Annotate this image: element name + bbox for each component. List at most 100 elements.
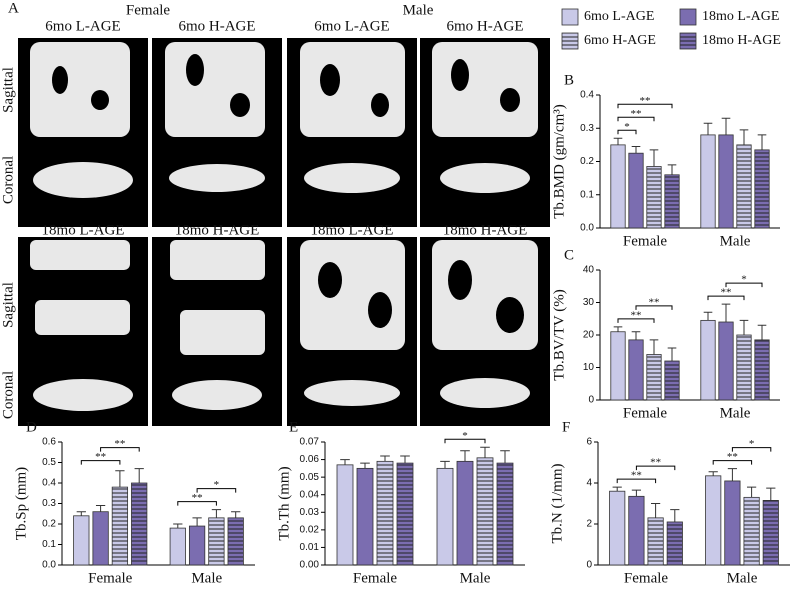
bar [724, 480, 741, 566]
error-bar [721, 303, 731, 322]
error-bar [173, 523, 183, 529]
error-bar [667, 347, 677, 361]
bar [743, 496, 760, 566]
error-bar [612, 486, 622, 492]
significance-bracket [707, 295, 745, 301]
y-tick-label: 0.00 [300, 560, 320, 571]
y-tick-label: 6 [586, 437, 592, 448]
panel-label: B [564, 72, 574, 88]
y-tick-label: 0.03 [300, 507, 320, 518]
bar [476, 457, 494, 566]
panel-label: C [564, 247, 574, 263]
panel-label: A [8, 0, 19, 16]
significance-bracket [617, 116, 655, 122]
y-tick-label: 0.1 [580, 189, 594, 200]
y-tick-label: 0.1 [42, 539, 56, 550]
significance-label: ** [721, 287, 732, 299]
y-tick-label: 0.0 [42, 560, 56, 571]
error-bar [340, 459, 350, 465]
error-bar [631, 146, 641, 154]
significance-bracket [712, 460, 753, 465]
error-bar [613, 137, 623, 145]
significance-label: * [749, 438, 755, 450]
significance-label: ** [631, 470, 642, 482]
bar [188, 525, 206, 566]
x-tick-label: Female [353, 570, 397, 586]
error-bar [649, 149, 659, 167]
x-tick-label: Male [727, 570, 758, 586]
x-tick-label: Male [460, 570, 491, 586]
row-label: Coronal [0, 156, 16, 204]
significance-label: * [624, 121, 630, 133]
error-bar [95, 505, 106, 512]
significance-label: * [741, 274, 747, 286]
error-bar [211, 509, 222, 518]
bar [396, 462, 414, 566]
column-title: 18mo H-AGE [443, 222, 528, 238]
bar [456, 460, 474, 566]
error-bar [649, 339, 659, 355]
bar [664, 360, 680, 401]
column-title: 6mo L-AGE [314, 18, 389, 34]
error-bar [727, 468, 738, 481]
error-bar [703, 311, 713, 321]
bar [92, 511, 109, 566]
significance-label: ** [192, 492, 203, 504]
error-bar [440, 460, 450, 469]
panel-label: F [562, 419, 570, 435]
significance-bracket [635, 305, 673, 310]
bar [111, 486, 129, 566]
error-bar [757, 324, 767, 340]
y-tick-label: 4 [586, 478, 592, 489]
group-label: Female [126, 2, 170, 18]
y-tick-label: 10 [583, 362, 595, 373]
y-tick-label: 0.07 [300, 437, 320, 448]
legend-label: 6mo L-AGE [584, 9, 654, 24]
y-tick-label: 0.05 [300, 472, 320, 483]
bar [666, 521, 683, 566]
bar [609, 490, 626, 566]
y-tick-label: 0.0 [580, 223, 594, 234]
bar [610, 331, 626, 401]
legend-label: 18mo H-AGE [702, 33, 781, 48]
error-bar [360, 462, 370, 469]
error-bar [650, 503, 661, 518]
y-tick-label: 40 [583, 265, 595, 276]
bar [628, 495, 645, 566]
bar [496, 462, 514, 566]
error-bar [703, 122, 713, 135]
error-bar [667, 164, 677, 175]
row-label: Sagittal [0, 282, 16, 328]
row-label: Sagittal [0, 67, 16, 113]
bar [736, 144, 752, 229]
y-axis-label: Tb.Sp (mm) [13, 467, 29, 540]
significance-bracket [617, 103, 673, 109]
bar [356, 467, 374, 566]
y-tick-label: 0 [586, 560, 592, 571]
significance-bracket [444, 438, 486, 444]
significance-label: ** [631, 108, 642, 120]
bar [628, 152, 644, 229]
y-tick-label: 0.4 [580, 90, 594, 101]
bar [700, 134, 716, 229]
column-title: 6mo H-AGE [178, 18, 255, 34]
y-tick-label: 0.3 [580, 123, 594, 134]
y-tick-label: 0.4 [42, 478, 56, 489]
significance-bracket [725, 282, 763, 288]
legend-swatch [679, 8, 697, 26]
legend-label: 18mo L-AGE [702, 9, 779, 24]
error-bar [400, 455, 410, 464]
error-bar [746, 486, 757, 498]
error-bar [460, 450, 470, 462]
error-bar [757, 134, 767, 150]
x-tick-label: Female [88, 570, 132, 586]
bar [646, 354, 662, 401]
y-tick-label: 0.5 [42, 457, 56, 468]
error-bar [231, 511, 241, 518]
error-bar [631, 331, 641, 340]
bar [700, 319, 716, 401]
significance-bracket [100, 447, 140, 452]
significance-label: ** [640, 95, 651, 107]
legend-swatch [679, 32, 697, 50]
